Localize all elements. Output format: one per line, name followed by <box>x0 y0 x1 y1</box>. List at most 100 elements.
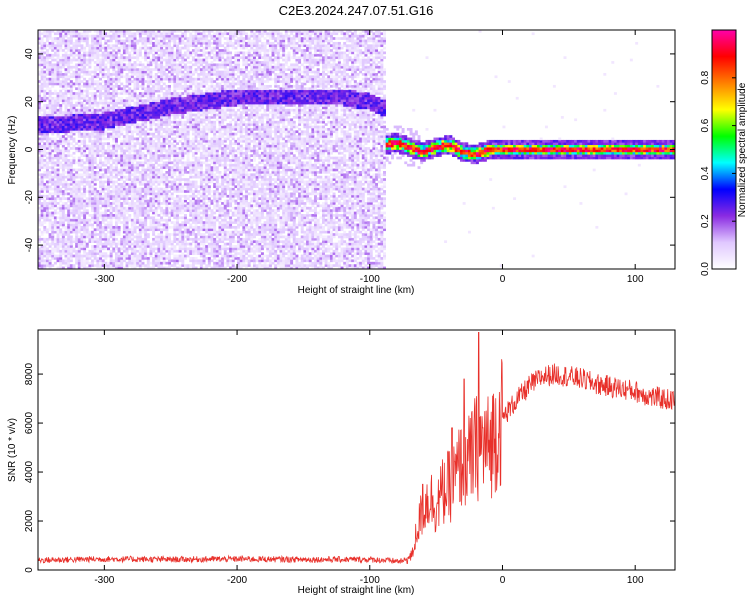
heatmap-cell <box>64 82 68 86</box>
heatmap-cell <box>146 111 150 114</box>
heatmap-cell <box>181 99 185 102</box>
heatmap-cell <box>199 235 203 239</box>
heatmap-cell <box>183 130 187 134</box>
heatmap-cell <box>128 68 132 71</box>
heatmap-cell <box>157 104 161 107</box>
heatmap-cell <box>162 137 166 141</box>
heatmap-cell <box>183 209 187 212</box>
heatmap-cell <box>128 214 132 217</box>
heatmap-cell <box>53 108 57 112</box>
heatmap-cell <box>157 94 161 98</box>
heatmap-cell <box>45 182 49 186</box>
heatmap-cell <box>122 190 126 193</box>
heatmap-cell <box>125 120 129 124</box>
heatmap-cell <box>53 96 57 100</box>
heatmap-cell <box>40 44 44 48</box>
heatmap-cell <box>183 178 187 181</box>
heatmap-cell <box>59 32 63 36</box>
heatmap-cell <box>125 159 129 162</box>
heatmap-cell <box>194 96 198 100</box>
heatmap-cell <box>141 209 145 212</box>
heatmap-cell <box>160 99 164 102</box>
heatmap-cell <box>96 261 100 265</box>
heatmap-cell <box>38 104 41 107</box>
heatmap-cell <box>109 53 113 57</box>
heatmap-cell <box>77 249 81 253</box>
heatmap-cell <box>168 190 171 193</box>
heatmap-cell <box>38 99 41 102</box>
heatmap-cell <box>80 39 84 43</box>
heatmap-cell <box>133 65 137 69</box>
heatmap-cell <box>67 154 71 157</box>
heatmap-cell <box>107 168 110 172</box>
heatmap-cell <box>183 149 187 153</box>
heatmap-cell <box>197 39 201 43</box>
heatmap-cell <box>178 233 182 236</box>
heatmap-cell <box>157 87 161 91</box>
heatmap-cell <box>149 266 153 270</box>
heatmap-cell <box>85 135 89 138</box>
heatmap-cell <box>133 266 137 270</box>
heatmap-cell <box>77 209 81 212</box>
heatmap-cell <box>99 30 102 33</box>
heatmap-cell <box>59 261 63 265</box>
heatmap-cell <box>128 228 132 232</box>
heatmap-cell <box>136 127 140 131</box>
heatmap-cell <box>144 216 148 220</box>
heatmap-cell <box>91 171 95 174</box>
heatmap-cell <box>83 147 87 150</box>
heatmap-cell <box>144 39 148 43</box>
heatmap-cell <box>83 261 87 265</box>
heatmap-cell <box>197 125 201 129</box>
heatmap-cell <box>162 242 166 246</box>
heatmap-cell <box>48 137 52 141</box>
heatmap-cell <box>162 49 166 52</box>
heatmap-cell <box>183 230 187 234</box>
heatmap-cell <box>83 89 87 93</box>
heatmap-cell <box>165 92 169 95</box>
heatmap-cell <box>168 111 171 114</box>
heatmap-cell <box>48 46 52 50</box>
heatmap-cell <box>144 230 148 234</box>
heatmap-cell <box>189 168 193 172</box>
heatmap-cell <box>40 120 44 124</box>
heatmap-cell <box>160 171 164 174</box>
heatmap-cell <box>93 80 97 83</box>
heatmap-cell <box>168 113 171 117</box>
heatmap-cell <box>170 96 174 100</box>
heatmap-cell <box>194 116 198 119</box>
heatmap-cell <box>130 190 134 193</box>
heatmap-cell <box>194 127 198 131</box>
heatmap-cell <box>96 264 100 267</box>
heatmap-cell <box>69 211 73 215</box>
heatmap-cell <box>77 252 81 255</box>
heatmap-cell <box>93 180 97 184</box>
heatmap-cell <box>149 120 153 124</box>
heatmap-cell <box>120 178 124 181</box>
heatmap-cell <box>48 178 52 181</box>
heatmap-cell <box>38 252 41 255</box>
heatmap-cell <box>67 139 71 143</box>
heatmap-cell <box>165 56 169 59</box>
heatmap-cell <box>104 99 108 102</box>
heatmap-cell <box>64 73 68 76</box>
heatmap-cell <box>43 252 47 255</box>
heatmap-cell <box>189 104 193 107</box>
heatmap-cell <box>194 135 198 138</box>
heatmap-cell <box>157 39 161 43</box>
heatmap-cell <box>136 53 140 57</box>
heatmap-cell <box>183 30 187 33</box>
heatmap-cell <box>91 175 95 179</box>
heatmap-cell <box>125 175 129 179</box>
heatmap-cell <box>144 214 148 217</box>
heatmap-cell <box>189 44 193 48</box>
heatmap-cell <box>53 163 57 167</box>
heatmap-cell <box>96 214 100 217</box>
heatmap-cell <box>157 46 161 50</box>
heatmap-cell <box>91 245 95 248</box>
heatmap-cell <box>40 257 44 260</box>
heatmap-cell <box>96 116 100 119</box>
heatmap-cell <box>109 92 113 95</box>
heatmap-cell <box>96 108 100 112</box>
heatmap-cell <box>64 185 68 189</box>
